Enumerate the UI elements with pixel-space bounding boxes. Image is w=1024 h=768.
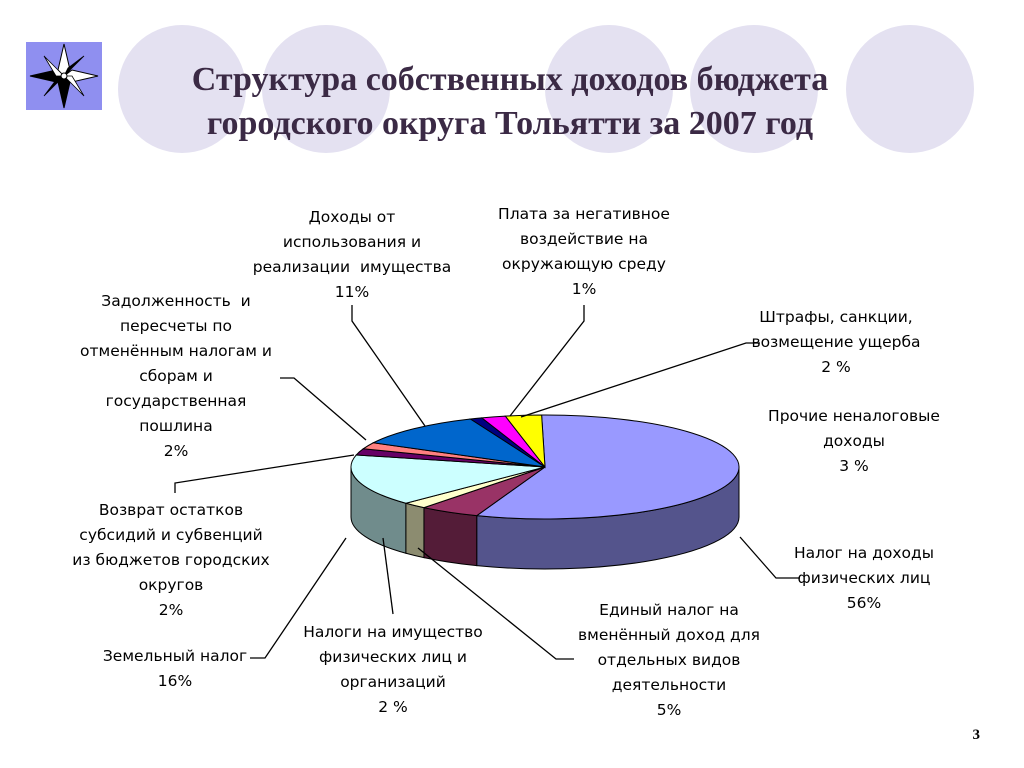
label-ndfl: Налог на доходы физических лиц 56% [794,544,934,612]
leader-line-envd [417,547,574,660]
slice-zem [350,454,546,504]
page-number: 3 [972,727,981,743]
label-vozvrat: Возврат остатков субсидий и субвенций из… [72,501,270,619]
decor-circle-3 [545,25,673,153]
leader-line-vozvrat [174,454,355,493]
slice-ndfl [475,414,740,520]
leader-line-ndfl [739,536,800,579]
label-shtrafy: Штрафы, санкции, возмещение ущерба 2 % [751,308,921,376]
decor-circle-1 [118,25,246,153]
leader-line-shtrafy [520,342,760,418]
label-envd: Единый налог на вменённый доход для отде… [578,601,760,719]
slide-title-line-1: Структура собственных доходов бюджета [191,61,829,98]
label-prochie: Прочие неналоговые доходы 3 % [768,407,940,475]
label-zem: Земельный налог 16% [102,647,248,690]
decor-circle-5 [846,25,974,153]
label-zadolzh: Задолженность и пересчеты по отменённым … [80,292,272,460]
decor-circle-4 [690,25,818,153]
decor-circle-2 [262,25,390,153]
slide-title-line-2: городского округа Тольятти за 2007 год [206,105,814,142]
leader-line-plata [509,305,585,417]
leader-line-imush [382,537,394,615]
leader-line-zem [250,537,347,659]
slice-side-imush [405,502,425,559]
slice-dohody [371,418,546,468]
label-plata: Плата за негативное воздействие на окруж… [498,205,670,298]
leader-line-dohody [351,305,426,427]
label-imush: Налоги на имущество физических лиц и орг… [303,623,483,716]
slice-side-envd [423,507,478,567]
slice-prochie [504,414,546,469]
leader-line-zadolzh [280,377,367,441]
logo [26,42,102,110]
label-dohody: Доходы от использования и реализации иму… [252,208,452,301]
slide-title: Структура собственных доходов бюджета го… [120,58,900,146]
compass-rose-icon [29,43,99,109]
